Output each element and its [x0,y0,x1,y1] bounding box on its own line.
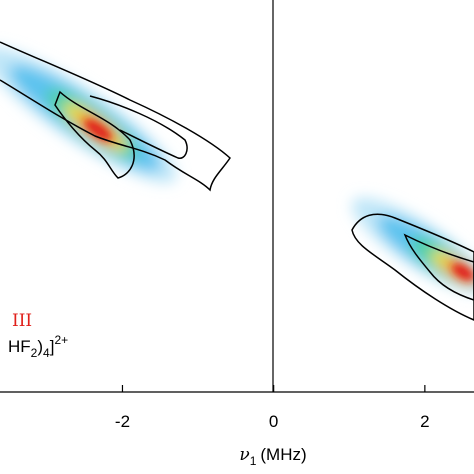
x-label-unit: (MHz) [260,445,306,464]
contour-inner-right [403,233,474,301]
x-tick-label: -2 [115,412,130,431]
annotation-mid: ) [37,337,43,356]
x-axis-label: ν1 (MHz) [239,445,306,468]
annotation-sub2: 4 [43,346,50,360]
annotation: HF2)4]2+ [8,333,68,360]
annotation-sub1: 2 [31,346,38,360]
x-tick-label: 2 [420,412,429,431]
heatmap-right-core [452,263,474,281]
x-label-subscript: 1 [250,454,257,468]
contour-mid-left [89,95,188,159]
contour-outer-right [351,213,474,321]
x-tick-label: 0 [269,412,278,431]
contour-outer-left [0,41,231,192]
x-label-symbol: ν [239,445,249,465]
heatmap-left-core [84,119,112,141]
annotation-superscript: III [12,311,32,331]
contour-inner-left [54,90,135,179]
annotation-end: ] [50,337,55,356]
contours [0,41,474,321]
annotation-text: HF [8,337,31,356]
annotation-charge: 2+ [54,333,68,347]
x-ticks: -2 0 2 [115,385,430,431]
